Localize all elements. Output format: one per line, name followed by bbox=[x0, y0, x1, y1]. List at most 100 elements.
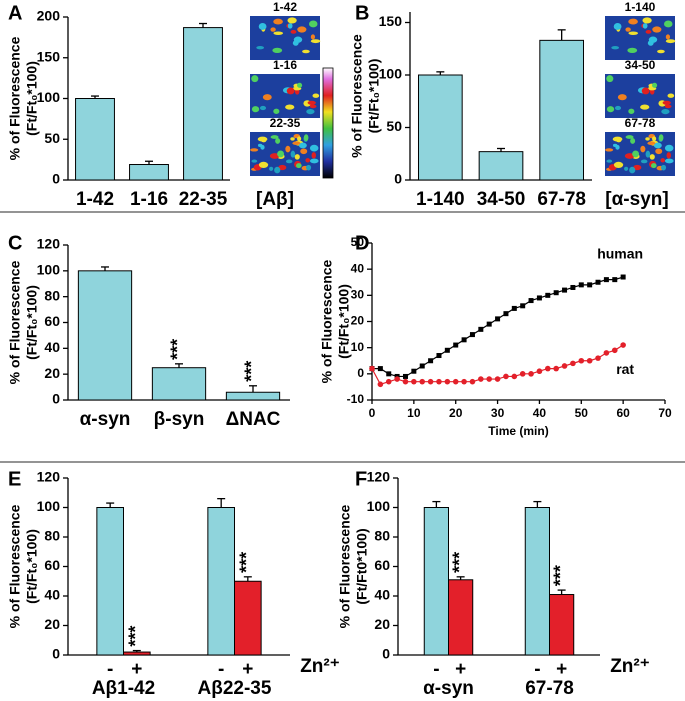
y-axis-label: (Ft/Ft₀*100) bbox=[24, 529, 40, 604]
marker bbox=[611, 347, 618, 354]
marker bbox=[411, 378, 417, 385]
marker bbox=[377, 366, 383, 372]
y-tick-label: 60 bbox=[44, 557, 60, 573]
cell bbox=[287, 23, 293, 29]
significance: *** bbox=[168, 339, 188, 360]
marker bbox=[545, 292, 551, 298]
cell bbox=[624, 166, 629, 171]
marker bbox=[603, 277, 609, 283]
cell bbox=[614, 105, 622, 111]
cell bbox=[256, 46, 265, 50]
marker bbox=[503, 373, 509, 380]
marker bbox=[469, 378, 476, 385]
cell bbox=[259, 105, 267, 111]
cell bbox=[606, 159, 613, 163]
cell bbox=[655, 148, 663, 155]
x-axis-label: Time (min) bbox=[488, 424, 548, 438]
y-tick-label: 0 bbox=[52, 171, 60, 187]
cell bbox=[641, 87, 650, 95]
y-tick-label: 20 bbox=[374, 616, 390, 632]
cell bbox=[633, 164, 642, 171]
marker bbox=[428, 358, 434, 364]
cell bbox=[292, 40, 299, 46]
x-tick-label: 1-140 bbox=[416, 189, 465, 210]
marker bbox=[503, 311, 509, 317]
y-axis-label: % of Fluorescence bbox=[7, 504, 23, 628]
x-tick-label: α-syn bbox=[423, 678, 474, 699]
x-tick-label: 70 bbox=[658, 406, 672, 420]
cell bbox=[298, 142, 307, 149]
marker bbox=[444, 378, 451, 385]
y-tick-label: 50 bbox=[386, 118, 402, 134]
x-tick-label: α-syn bbox=[80, 409, 131, 430]
marker bbox=[453, 342, 459, 348]
y-tick-label: 100 bbox=[37, 498, 61, 514]
marker bbox=[419, 378, 426, 385]
cell bbox=[613, 23, 622, 30]
cell bbox=[274, 166, 281, 174]
marker bbox=[427, 378, 434, 385]
marker bbox=[536, 368, 543, 375]
image-label: 1-16 bbox=[273, 58, 297, 72]
marker bbox=[495, 316, 501, 322]
cell bbox=[269, 153, 280, 159]
series-label: + bbox=[556, 659, 567, 680]
y-tick-label: 60 bbox=[44, 313, 60, 329]
cell bbox=[664, 20, 673, 28]
cell bbox=[625, 135, 634, 139]
series-label: human bbox=[597, 246, 643, 262]
y-tick-label: 100 bbox=[367, 498, 391, 514]
series-label: - bbox=[534, 659, 540, 680]
marker bbox=[562, 287, 568, 293]
cell bbox=[625, 27, 631, 32]
marker bbox=[561, 363, 568, 369]
y-tick-label: 20 bbox=[44, 616, 60, 632]
y-tick-label: 80 bbox=[44, 528, 60, 544]
y-tick-label: 40 bbox=[44, 587, 60, 603]
bar bbox=[539, 39, 585, 181]
x-tick-label: 1-16 bbox=[130, 189, 168, 210]
cell bbox=[628, 108, 635, 114]
bar bbox=[417, 74, 463, 181]
marker bbox=[461, 378, 467, 385]
y-tick-label: 0 bbox=[394, 171, 402, 187]
x-tick-label: 20 bbox=[449, 406, 463, 420]
cell bbox=[640, 145, 646, 153]
panel-letter: F bbox=[355, 468, 367, 490]
panel-letter: E bbox=[8, 468, 21, 490]
cell bbox=[651, 163, 657, 169]
bar bbox=[183, 27, 223, 181]
x-axis-label: [α-syn] bbox=[605, 189, 668, 210]
marker bbox=[402, 378, 409, 385]
marker bbox=[528, 298, 534, 304]
marker bbox=[469, 332, 475, 338]
significance: *** bbox=[550, 565, 570, 586]
cell bbox=[647, 141, 656, 146]
cell bbox=[270, 27, 276, 32]
y-tick-label: 40 bbox=[44, 339, 60, 355]
marker bbox=[461, 337, 467, 343]
cell bbox=[306, 108, 315, 115]
cell bbox=[606, 75, 614, 83]
x-tick-label: 50 bbox=[575, 406, 589, 420]
cell bbox=[258, 23, 267, 30]
marker bbox=[587, 282, 593, 288]
cell bbox=[660, 158, 666, 163]
cell bbox=[287, 17, 297, 24]
marker bbox=[578, 282, 584, 288]
y-tick-label: 0 bbox=[52, 391, 60, 407]
x-tick-label: 1-42 bbox=[76, 189, 114, 210]
y-axis-label: % of Fluorescence bbox=[319, 259, 335, 383]
x-tick-label: 10 bbox=[407, 406, 421, 420]
cell bbox=[273, 18, 283, 25]
cell bbox=[645, 29, 652, 34]
cell bbox=[309, 144, 319, 152]
bar bbox=[123, 651, 151, 656]
x-tick-label: Aβ22-35 bbox=[198, 678, 272, 699]
y-tick-label: 0 bbox=[357, 366, 364, 380]
marker bbox=[586, 357, 593, 364]
cell bbox=[302, 49, 310, 54]
y-axis-label: % of Fluorescence bbox=[337, 504, 353, 628]
bar bbox=[225, 391, 281, 401]
